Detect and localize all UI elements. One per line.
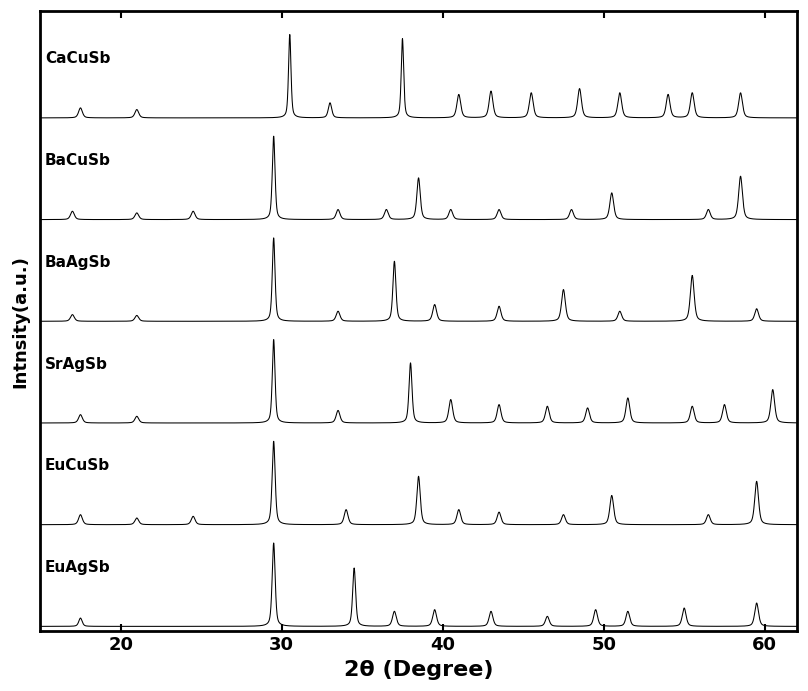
- Text: CaCuSb: CaCuSb: [45, 51, 111, 66]
- Y-axis label: Intnsity(a.u.): Intnsity(a.u.): [11, 255, 29, 388]
- Text: SrAgSb: SrAgSb: [45, 357, 108, 372]
- Text: EuCuSb: EuCuSb: [45, 458, 110, 473]
- Text: BaCuSb: BaCuSb: [45, 153, 111, 168]
- X-axis label: 2θ (Degree): 2θ (Degree): [344, 660, 494, 680]
- Text: BaAgSb: BaAgSb: [45, 255, 112, 269]
- Text: EuAgSb: EuAgSb: [45, 560, 111, 575]
